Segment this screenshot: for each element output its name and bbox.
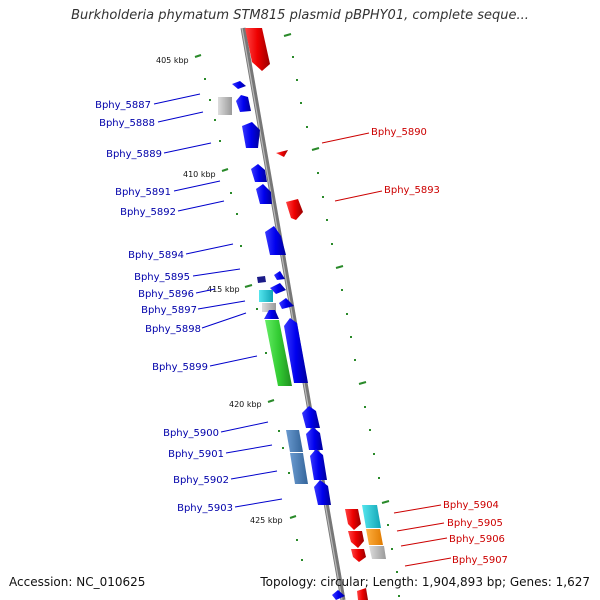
genome-backbone [240,27,346,600]
gene-block-5895-dark [257,276,266,283]
gene-label: Bphy_5895 [134,272,190,283]
right-leader-lines [321,132,452,567]
gene-label: Bphy_5896 [138,289,194,300]
gene-label: Bphy_5905 [447,518,503,529]
gene-arrow-top [245,28,270,71]
kbp-label: 415 kbp [207,285,240,294]
gene-arrow-5904 [345,509,361,530]
tick-marks-inner [194,54,303,561]
gene-arrow-bottom [332,590,345,600]
gene-label: Bphy_5893 [384,185,440,196]
gene-arrow-5889 [242,122,260,148]
gene-label: Bphy_5904 [443,500,499,511]
backbone-highlight [241,27,343,600]
gene-arrow-5899 [284,318,308,383]
gene-label: Bphy_5902 [173,475,229,486]
gene-label: Bphy_5892 [120,207,176,218]
accession-text: Accession: NC_010625 [9,575,146,589]
gene-arrow-bottom-red [357,588,368,600]
gene-arrow-5900a [302,406,320,428]
map-title: Burkholderia phymatum STM815 plasmid pBP… [71,8,529,23]
gene-label: Bphy_5891 [115,187,171,198]
gene-arrow-5898 [264,310,279,319]
gene-arrow-5890 [276,150,288,157]
kbp-label: 405 kbp [156,56,189,65]
gene-arrow-5900b [306,427,323,450]
gene-label: Bphy_5897 [141,305,197,316]
gene-block-5888-gray [218,97,232,115]
right-gene-labels: Bphy_5890 Bphy_5893 Bphy_5904 Bphy_5905 … [371,127,508,566]
gene-arrow-5902 [310,449,327,480]
kbp-label: 410 kbp [183,170,216,179]
topology-summary: Topology: circular; Length: 1,904,893 bp… [260,575,590,589]
gene-arrow-5894 [265,226,286,255]
gene-arrow-5896 [270,283,286,294]
gene-arrow-5897 [279,298,294,309]
gene-label: Bphy_5890 [371,127,427,138]
gene-arrow-5906 [351,549,366,562]
gene-block-5904-cyan [362,505,381,528]
left-gene-labels: Bphy_5887 Bphy_5888 Bphy_5889 Bphy_5891 … [95,100,233,514]
gene-arrow-5895 [274,271,285,280]
kbp-labels: 405 kbp 410 kbp 415 kbp 420 kbp 425 kbp [156,56,283,525]
gene-label: Bphy_5899 [152,362,208,373]
gene-arrow-5905 [348,531,364,548]
left-leader-lines [153,93,283,508]
gene-label: Bphy_5907 [452,555,508,566]
gene-arrow-5887 [232,81,246,89]
gene-label: Bphy_5889 [106,149,162,160]
gene-label: Bphy_5887 [95,100,151,111]
gene-arrow-5888 [236,95,251,112]
gene-arrow-5891 [251,164,267,182]
kbp-label: 420 kbp [229,400,262,409]
gene-block-5897-gray [262,303,276,312]
gene-label: Bphy_5906 [449,534,505,545]
gene-block-5896-cyan [259,290,273,302]
gene-label: Bphy_5901 [168,449,224,460]
gene-label: Bphy_5898 [145,324,201,335]
gene-arrow-5903 [314,480,331,505]
gene-block-5902-steel [290,453,308,484]
gene-label: Bphy_5888 [99,118,155,129]
gene-label: Bphy_5900 [163,428,219,439]
kbp-label: 425 kbp [250,516,283,525]
tick-marks-outer [283,33,400,597]
gene-label: Bphy_5903 [177,503,233,514]
gene-label: Bphy_5894 [128,250,184,261]
gene-arrow-5892 [256,184,272,204]
forward-genes [218,81,345,600]
gene-block-5906-orange [366,529,383,545]
gene-block-5907-gray [369,546,386,559]
gene-block-5901-steel [286,430,303,452]
gene-block-5899-green [265,320,292,386]
gene-arrow-5893 [286,199,303,220]
reverse-genes [245,28,386,600]
